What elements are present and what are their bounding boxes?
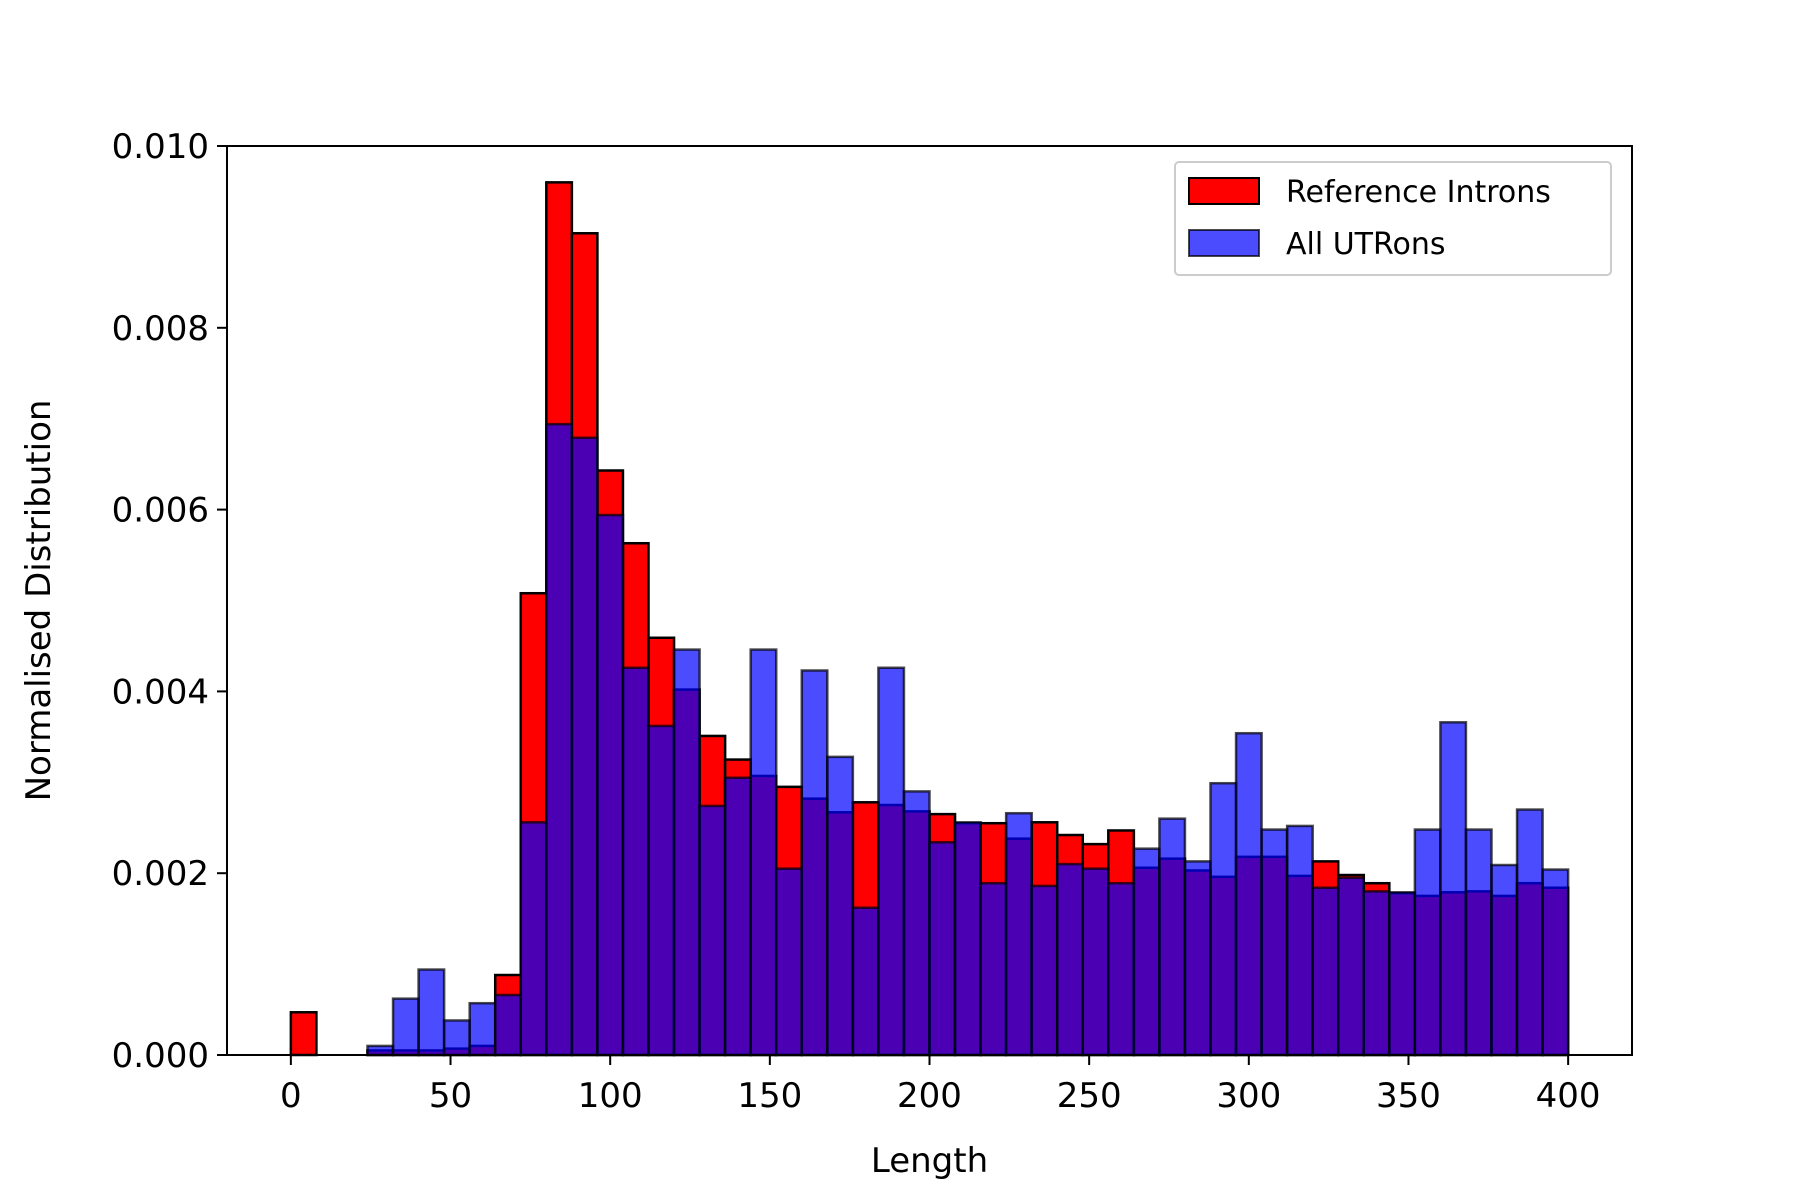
bar-all-utrons-28 [1004,811,1033,1057]
x-tick-label: 0 [280,1076,302,1116]
bar-all-utrons-12 [596,513,625,1057]
bar-all-utrons-48 [1515,808,1544,1057]
legend-label-reference-introns: Reference Introns [1286,175,1551,210]
x-tick-label: 300 [1216,1076,1281,1116]
bar-all-utrons-8 [493,993,523,1057]
x-axis: 0 50 100 150 200 250 300 350 400 [280,1055,1601,1116]
bar-all-utrons-26 [953,821,982,1057]
x-tick-label: 50 [429,1076,472,1116]
bar-all-utrons-43 [1388,891,1417,1057]
legend-swatch-reference-introns [1188,177,1260,205]
bar-all-utrons-47 [1490,863,1519,1057]
bar-all-utrons-23 [877,666,906,1057]
bar-all-utrons-35 [1183,860,1212,1057]
x-tick-label: 150 [737,1076,802,1116]
bar-all-utrons-19 [774,867,804,1057]
bar-all-utrons-25 [928,841,957,1057]
bar-all-utrons-49 [1541,868,1570,1057]
bar-all-utrons-38 [1260,828,1289,1057]
bar-all-utrons-9 [519,821,548,1057]
y-tick-label: 0.004 [112,672,209,712]
bar-all-utrons-18 [749,648,778,1057]
bar-all-utrons-37 [1234,731,1263,1057]
y-axis-label: Normalised Distribution [19,400,59,802]
bar-all-utrons-5 [417,968,446,1057]
legend: Reference Introns All UTRons [1174,161,1612,276]
bar-all-utrons-29 [1030,884,1059,1057]
bar-all-utrons-6 [442,1019,471,1057]
y-axis: 0.000 0.002 0.004 0.006 0.008 0.010 [112,127,227,1076]
legend-entry-reference-introns: Reference Introns [1188,175,1551,210]
bar-all-utrons-7 [468,1001,497,1057]
x-axis-label: Length [871,1141,988,1181]
bar-all-utrons-13 [621,666,650,1057]
bars-layer [289,181,1570,1057]
bar-all-utrons-45 [1439,721,1468,1057]
bar-all-utrons-4 [391,997,420,1057]
series-all-utrons [366,422,1570,1057]
bar-all-utrons-33 [1132,847,1161,1057]
x-tick-label: 100 [578,1076,643,1116]
bar-all-utrons-3 [366,1044,395,1057]
legend-swatch-all-utrons [1188,229,1260,257]
bar-all-utrons-42 [1362,890,1391,1057]
bar-all-utrons-30 [1055,862,1085,1057]
bar-all-utrons-16 [698,804,727,1057]
bar-all-utrons-15 [672,648,701,1057]
bar-all-utrons-21 [826,755,855,1057]
bar-all-utrons-20 [800,669,829,1057]
legend-box [1174,161,1612,276]
bar-all-utrons-10 [545,422,574,1057]
bar-all-utrons-22 [851,906,880,1057]
bar-reference-introns-0 [289,1011,318,1057]
y-tick-label: 0.008 [112,309,209,349]
bar-all-utrons-46 [1464,828,1493,1057]
bar-all-utrons-11 [570,436,599,1057]
bar-all-utrons-32 [1107,881,1136,1057]
bar-all-utrons-34 [1158,817,1187,1057]
legend-entry-all-utrons: All UTRons [1188,227,1446,262]
bar-all-utrons-41 [1336,876,1366,1057]
x-tick-label: 400 [1536,1076,1601,1116]
bar-all-utrons-14 [647,724,676,1057]
x-tick-label: 200 [897,1076,962,1116]
bar-all-utrons-39 [1285,824,1314,1057]
bar-all-utrons-27 [979,881,1008,1057]
bar-all-utrons-24 [902,790,931,1057]
bar-all-utrons-44 [1413,828,1442,1057]
x-tick-label: 250 [1057,1076,1122,1116]
y-tick-label: 0.002 [112,854,209,894]
legend-label-all-utrons: All UTRons [1286,227,1446,262]
bar-all-utrons-36 [1209,781,1238,1057]
y-tick-label: 0.000 [112,1036,209,1076]
y-tick-label: 0.010 [112,127,209,167]
y-tick-label: 0.006 [112,491,209,531]
bar-all-utrons-40 [1311,886,1340,1057]
bar-all-utrons-31 [1081,867,1110,1057]
bar-all-utrons-17 [723,776,752,1057]
x-tick-label: 350 [1376,1076,1441,1116]
